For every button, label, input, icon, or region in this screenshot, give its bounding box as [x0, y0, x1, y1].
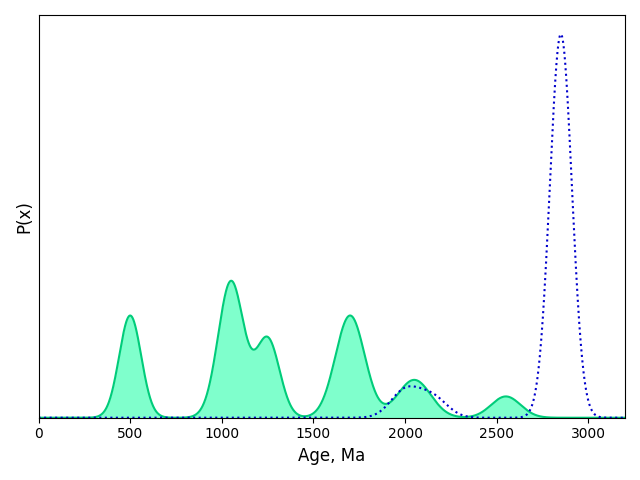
- Y-axis label: P(x): P(x): [15, 200, 33, 233]
- X-axis label: Age, Ma: Age, Ma: [298, 447, 365, 465]
